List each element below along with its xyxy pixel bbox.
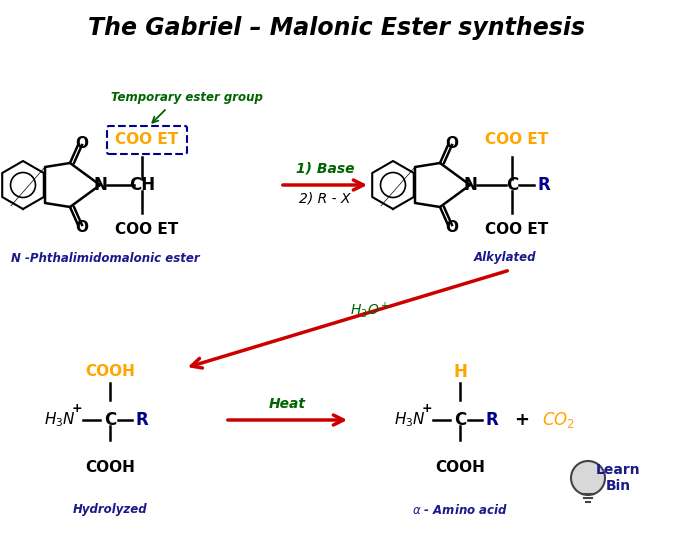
Text: Heat: Heat (269, 397, 306, 411)
Text: $H_3N$: $H_3N$ (394, 410, 426, 429)
Text: COO ET: COO ET (485, 222, 549, 238)
Text: Alkylated: Alkylated (474, 251, 537, 264)
Text: H: H (453, 363, 467, 381)
Text: $\alpha$ - Amino acid: $\alpha$ - Amino acid (412, 503, 508, 517)
Text: $H_3O^+$: $H_3O^+$ (350, 300, 390, 320)
Text: COO ET: COO ET (115, 132, 179, 148)
Text: 1) Base: 1) Base (296, 162, 355, 176)
Text: O: O (75, 220, 88, 234)
Text: N -Phthalimidomalonic ester: N -Phthalimidomalonic ester (11, 251, 200, 264)
Text: +: + (514, 411, 530, 429)
Text: Bin: Bin (605, 479, 631, 493)
Text: $CO_2$: $CO_2$ (541, 410, 574, 430)
Text: CH: CH (129, 176, 155, 194)
Text: +: + (422, 403, 432, 415)
Text: O: O (446, 136, 458, 150)
Text: O: O (446, 220, 458, 234)
Text: Hydrolyzed: Hydrolyzed (73, 504, 148, 517)
Text: N: N (463, 176, 477, 194)
Text: The Gabriel – Malonic Ester synthesis: The Gabriel – Malonic Ester synthesis (88, 16, 586, 40)
Text: Temporary ester group: Temporary ester group (111, 92, 263, 105)
Text: R: R (486, 411, 498, 429)
Text: R: R (135, 411, 148, 429)
Text: O: O (75, 136, 88, 150)
Text: C: C (104, 411, 116, 429)
Text: R: R (538, 176, 551, 194)
Text: Learn: Learn (596, 463, 640, 477)
Text: $H_3N$: $H_3N$ (44, 410, 76, 429)
Text: C: C (454, 411, 466, 429)
Circle shape (571, 461, 605, 495)
Text: COOH: COOH (85, 365, 135, 379)
Text: N: N (93, 176, 107, 194)
Text: C: C (506, 176, 518, 194)
Text: COO ET: COO ET (485, 132, 549, 148)
Text: COOH: COOH (85, 459, 135, 475)
Text: COOH: COOH (435, 459, 485, 475)
Text: +: + (71, 403, 82, 415)
Text: 2) R - X: 2) R - X (299, 192, 350, 206)
Text: COO ET: COO ET (115, 222, 179, 238)
